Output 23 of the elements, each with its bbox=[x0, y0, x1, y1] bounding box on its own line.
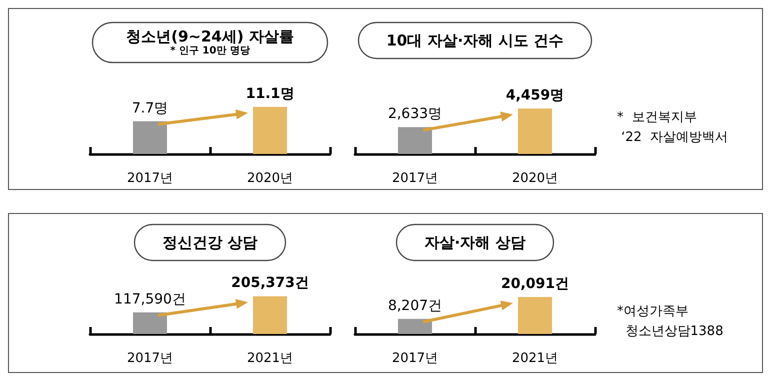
chart-title: 정신건강 상담 bbox=[162, 234, 258, 252]
text: * 보건복지부 ‘22 자살예방백서 bbox=[617, 109, 730, 147]
x-tick-label: 2020년 bbox=[246, 171, 294, 186]
text: *여성가족부 청소년상담1388 bbox=[617, 303, 724, 341]
data-label: 4,459명 bbox=[506, 88, 564, 104]
chart-title: 자살·자해 상담 bbox=[424, 234, 526, 252]
x-tick-label: 2017년 bbox=[126, 351, 174, 366]
data-label: 205,373건 bbox=[231, 275, 309, 292]
chart-title: 청소년(9~24세) 자살률 bbox=[126, 28, 294, 46]
data-label: 7.7명 bbox=[132, 100, 168, 116]
x-tick-label: 2017년 bbox=[392, 351, 438, 366]
chart-title: 10대 자살·자해 시도 건수 bbox=[386, 32, 564, 50]
data-label: 11.1명 bbox=[246, 86, 294, 102]
x-tick-label: 2017년 bbox=[392, 171, 438, 186]
data-label: 20,091건 bbox=[500, 276, 570, 292]
data-label: 2,633명 bbox=[388, 106, 442, 122]
chart-subtitle: * 인구 10만 명당 bbox=[170, 46, 250, 56]
x-tick-label: 2020년 bbox=[512, 171, 558, 186]
data-label: 8,207건 bbox=[388, 298, 442, 314]
x-tick-label: 2017년 bbox=[126, 171, 174, 186]
x-tick-label: 2021년 bbox=[246, 351, 294, 366]
data-label: 117,590건 bbox=[114, 291, 186, 308]
x-tick-label: 2021년 bbox=[512, 351, 558, 366]
